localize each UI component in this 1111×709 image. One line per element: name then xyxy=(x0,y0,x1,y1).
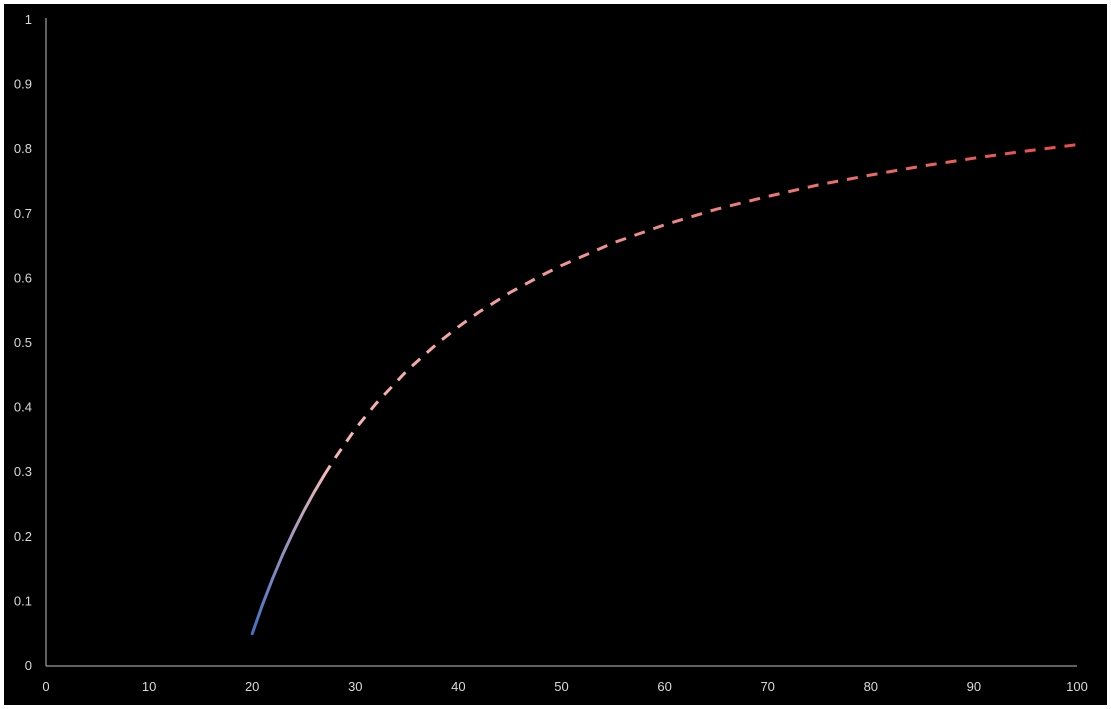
x-tick-label: 10 xyxy=(142,679,156,694)
x-tick-label: 70 xyxy=(760,679,774,694)
x-tick-label: 100 xyxy=(1066,679,1088,694)
x-tick-label: 30 xyxy=(348,679,362,694)
x-tick-label: 80 xyxy=(864,679,878,694)
y-tick-label: 0 xyxy=(25,658,32,673)
y-tick-label: 1 xyxy=(25,12,32,27)
series-line-solid xyxy=(250,473,326,636)
y-tick-label: 0.3 xyxy=(14,464,32,479)
x-tick-label: 60 xyxy=(657,679,671,694)
y-tick-label: 0.8 xyxy=(14,141,32,156)
y-tick-label: 0.6 xyxy=(14,270,32,285)
x-tick-label: 0 xyxy=(42,679,49,694)
y-tick-label: 0.4 xyxy=(14,400,32,415)
y-tick-label: 0.7 xyxy=(14,206,32,221)
x-tick-label: 90 xyxy=(967,679,981,694)
series-line-dashed xyxy=(323,143,1078,476)
y-tick-label: 0.1 xyxy=(14,593,32,608)
y-tick-label: 0.5 xyxy=(14,335,32,350)
x-tick-label: 40 xyxy=(451,679,465,694)
y-tick-label: 0.9 xyxy=(14,77,32,92)
y-tick-label: 0.2 xyxy=(14,529,32,544)
x-tick-label: 50 xyxy=(554,679,568,694)
x-tick-label: 20 xyxy=(245,679,259,694)
